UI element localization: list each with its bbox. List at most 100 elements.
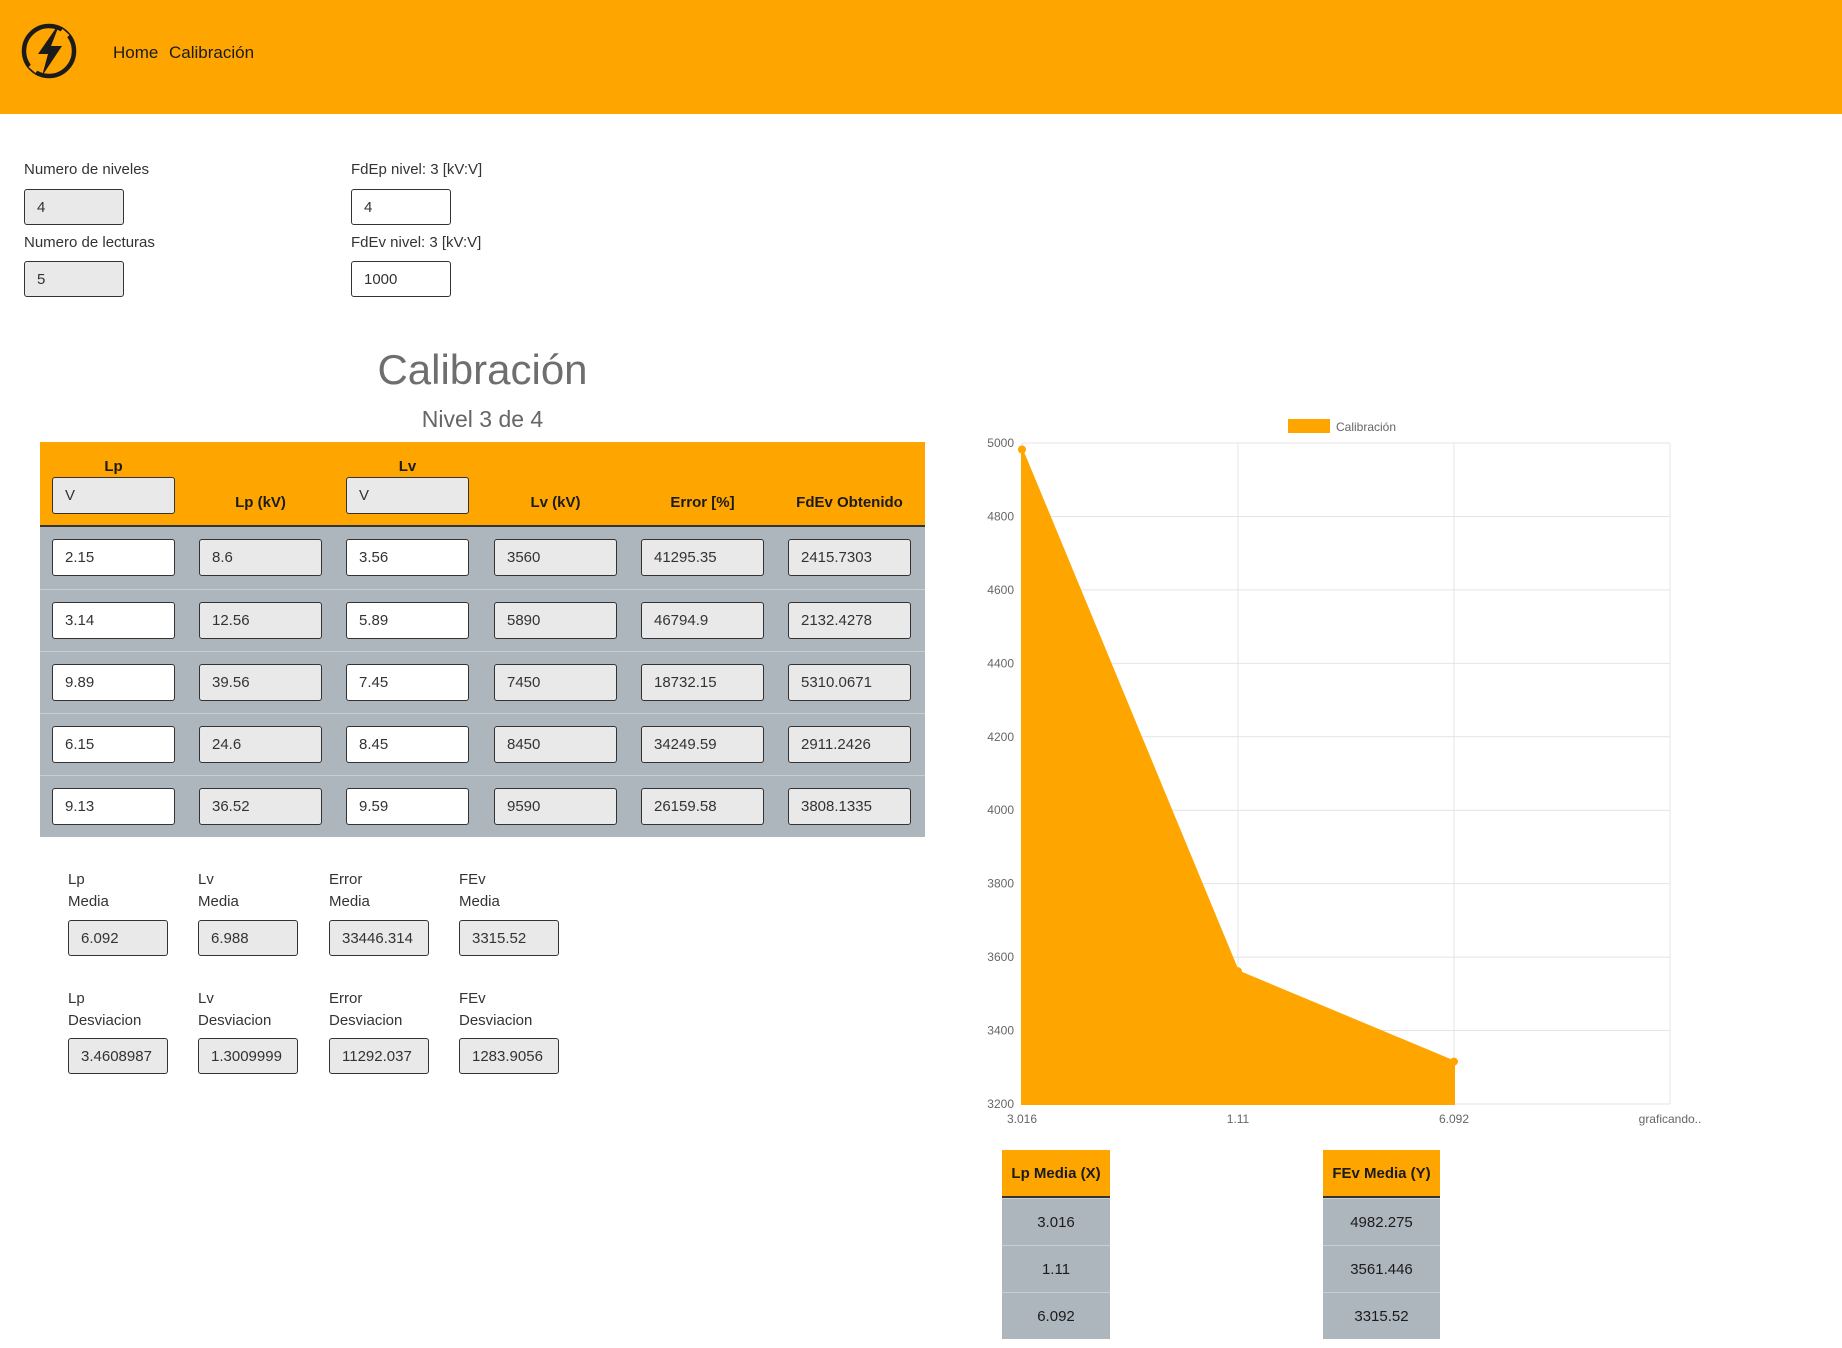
fdev-obtenido-cell-input[interactable] [788,539,911,576]
lp-kv-cell-input[interactable] [199,726,322,763]
header-lp-kv: Lp (kV) [235,494,286,511]
table-cell: 6.092 [1002,1292,1110,1339]
stat-kind: Media [459,893,500,910]
lv-kv-cell-input[interactable] [494,726,617,763]
lp-media-header: Lp Media (X) [1002,1150,1110,1198]
legend-label: Calibración [1336,420,1396,434]
media-value-input[interactable] [329,920,429,956]
y-tick-label: 3800 [987,877,1014,891]
lecturas-input[interactable] [24,261,124,297]
media-value-input[interactable] [68,920,168,956]
lp-kv-cell-input[interactable] [199,664,322,701]
y-tick-label: 3600 [987,950,1014,964]
fdev-input[interactable] [351,261,451,297]
y-tick-label: 5000 [987,436,1014,450]
lv-kv-cell-input[interactable] [494,602,617,639]
calibration-chart: 5000 4800 4600 4400 4200 4000 3800 3600 3400 3200… [987,419,1701,1126]
lp-kv-cell-input[interactable] [199,602,322,639]
table-header: Lp Lp (kV) Lv Lv (kV) Error [%] FdEv Obt… [40,442,925,527]
error-cell-input[interactable] [641,602,764,639]
lv-unit-input[interactable] [346,477,469,514]
calibration-table: Lp Lp (kV) Lv Lv (kV) Error [%] FdEv Obt… [40,442,925,837]
desviacion-label: FEv Desviacion [459,988,532,1032]
level-subtitle: Nivel 3 de 4 [421,406,544,432]
lp-cell-input[interactable] [52,664,175,701]
desviacion-value-input[interactable] [198,1038,298,1074]
fdev-obtenido-cell-input[interactable] [788,788,911,825]
data-point [1450,1057,1458,1066]
fdev-obtenido-cell-input[interactable] [788,664,911,701]
stat-name: Error [329,990,363,1007]
lp-cell-input[interactable] [52,539,175,576]
lp-unit-input[interactable] [52,477,175,514]
media-label: Error Media [329,869,370,913]
y-tick-label: 4200 [987,730,1014,744]
lp-cell-input[interactable] [52,788,175,825]
desviacion-value-input[interactable] [329,1038,429,1074]
media-label: Lv Media [198,869,239,913]
error-cell-input[interactable] [641,726,764,763]
lp-cell-input[interactable] [52,602,175,639]
stat-kind: Desviacion [459,1012,533,1029]
y-tick-label: 4000 [987,803,1014,817]
error-cell-input[interactable] [641,539,764,576]
lv-cell-input[interactable] [346,788,469,825]
niveles-input[interactable] [24,189,124,225]
table-row [40,713,925,775]
nav-home-link[interactable]: Home [113,43,159,62]
desviacion-label: Lv Desviacion [198,988,271,1032]
table-row [40,775,925,837]
lv-kv-cell-input[interactable] [494,664,617,701]
error-cell-input[interactable] [641,788,764,825]
y-tick-label: 4400 [987,656,1014,670]
header-fdev-obtenido: FdEv Obtenido [796,494,903,511]
data-point [1234,967,1242,976]
lightning-bolt-logo-icon[interactable] [20,22,78,80]
media-value-input[interactable] [459,920,559,956]
table-body [40,527,925,837]
lv-kv-cell-input[interactable] [494,539,617,576]
lv-cell-input[interactable] [346,726,469,763]
stat-kind: Media [329,893,370,910]
lp-kv-cell-input[interactable] [199,788,322,825]
y-tick-label: 4600 [987,583,1014,597]
header-lv: Lv [398,458,417,475]
stat-name: Error [329,871,363,888]
stat-kind: Media [68,893,109,910]
lp-media-table: Lp Media (X) 3.016 1.11 6.092 [1002,1150,1110,1339]
fdev-obtenido-cell-input[interactable] [788,726,911,763]
lp-cell-input[interactable] [52,726,175,763]
header-lp: Lp [104,458,123,475]
lv-cell-input[interactable] [346,664,469,701]
legend-swatch [1288,419,1330,433]
table-row [40,651,925,713]
nav-calibracion-link[interactable]: Calibración [169,43,255,62]
stat-name: Lp [68,871,85,888]
fdev-obtenido-cell-input[interactable] [788,602,911,639]
desviacion-value-input[interactable] [68,1038,168,1074]
fdep-label: FdEp nivel: 3 [kV:V] [351,161,483,178]
lp-kv-cell-input[interactable] [199,539,322,576]
header-lv-kv: Lv (kV) [530,494,581,511]
x-tick-label: 1.11 [1227,1112,1250,1126]
y-tick-label: 3200 [987,1097,1014,1111]
media-value-input[interactable] [198,920,298,956]
fdep-input[interactable] [351,189,451,225]
desviacion-value-input[interactable] [459,1038,559,1074]
niveles-label: Numero de niveles [24,161,150,178]
error-cell-input[interactable] [641,664,764,701]
x-tick-label: 3.016 [1007,1112,1037,1126]
stat-name: Lv [198,871,214,888]
stat-name: Lp [68,990,85,1007]
lv-cell-input[interactable] [346,602,469,639]
stat-kind: Media [198,893,239,910]
lv-kv-cell-input[interactable] [494,788,617,825]
y-tick-label: 3400 [987,1024,1014,1038]
x-tick-label: 6.092 [1439,1112,1469,1126]
table-cell: 3315.52 [1323,1292,1440,1339]
lv-cell-input[interactable] [346,539,469,576]
stat-kind: Desviacion [68,1012,142,1029]
table-cell: 3561.446 [1323,1245,1440,1292]
y-tick-label: 4800 [987,509,1014,523]
header-error: Error [%] [670,494,735,511]
